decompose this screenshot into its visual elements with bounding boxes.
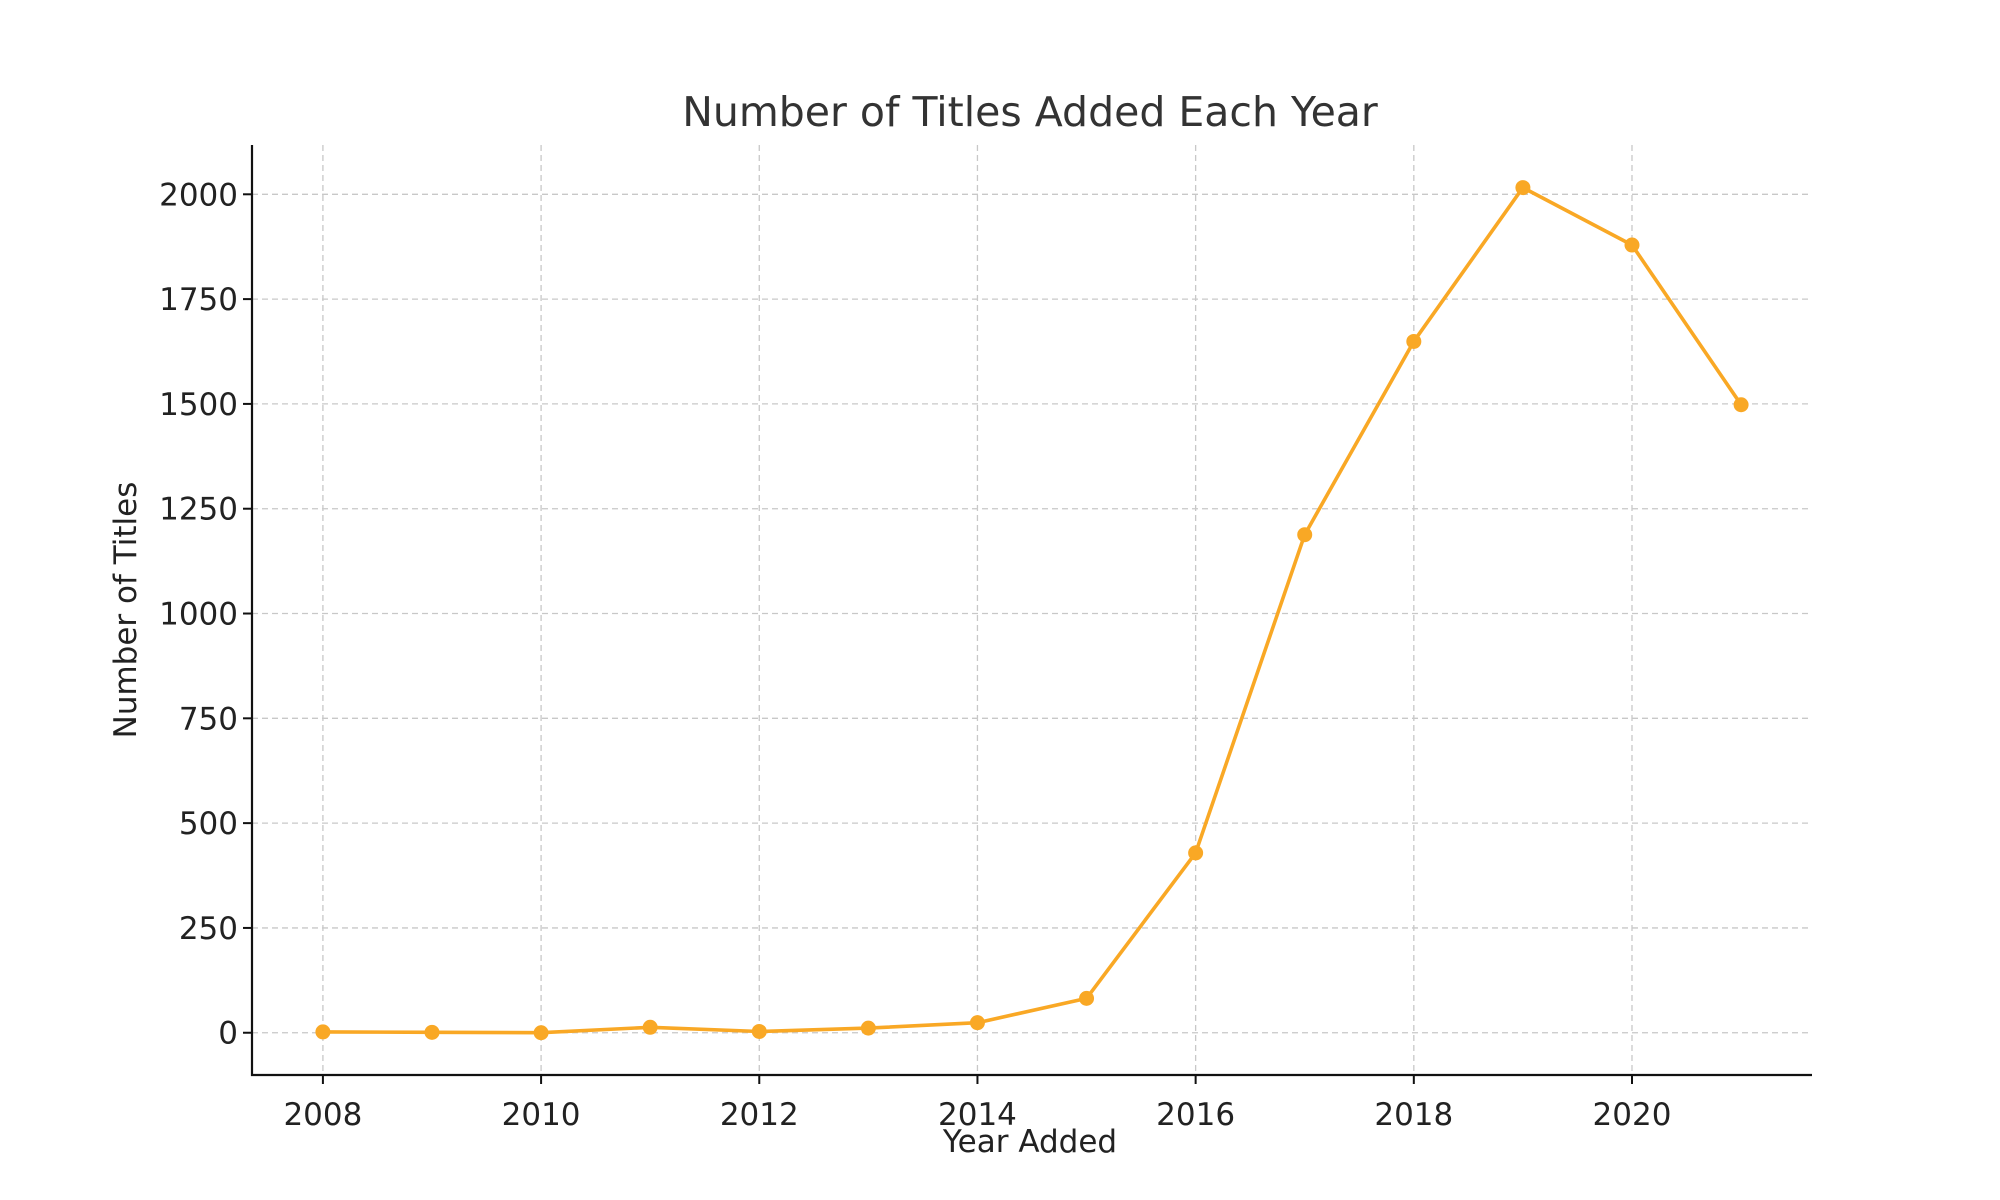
x-tick-label-2014: 2014 bbox=[938, 1097, 1017, 1133]
y-tick-label-750: 750 bbox=[179, 701, 238, 737]
axes-layer: 2008 2010 2012 2014 2016 2018 2020 0 250 500 750 10… bbox=[159, 145, 1812, 1133]
series-layer bbox=[315, 180, 1749, 1041]
data-point-2009 bbox=[424, 1024, 440, 1040]
axis-spines bbox=[250, 145, 1812, 1077]
data-point-2019 bbox=[1515, 180, 1531, 196]
data-point-2012 bbox=[751, 1023, 767, 1039]
series-line-0 bbox=[322, 185, 1743, 1035]
y-tick-label-1750: 1750 bbox=[159, 282, 238, 318]
x-tick-label-2020: 2020 bbox=[1593, 1097, 1672, 1133]
x-tick-label-2016: 2016 bbox=[1156, 1097, 1235, 1133]
y-tick-label-1000: 1000 bbox=[159, 597, 238, 633]
x-tick-label-2008: 2008 bbox=[283, 1097, 362, 1133]
data-point-2013 bbox=[860, 1020, 876, 1036]
data-point-2015 bbox=[1079, 990, 1095, 1006]
x-tick-label-2010: 2010 bbox=[502, 1097, 581, 1133]
data-point-2018 bbox=[1406, 333, 1422, 349]
x-axis-label: Year Added bbox=[942, 1124, 1117, 1160]
y-tick-label-1250: 1250 bbox=[159, 492, 238, 528]
data-point-2010 bbox=[533, 1025, 549, 1041]
data-point-2017 bbox=[1297, 527, 1313, 543]
data-point-2011 bbox=[642, 1019, 658, 1035]
y-tick-label-0: 0 bbox=[218, 1016, 238, 1052]
y-tick-label-2000: 2000 bbox=[159, 177, 238, 213]
chart-title: Number of Titles Added Each Year bbox=[682, 88, 1378, 136]
x-tick-label-2012: 2012 bbox=[720, 1097, 799, 1133]
data-point-2008 bbox=[315, 1024, 331, 1040]
y-tick-label-250: 250 bbox=[179, 911, 238, 947]
y-tick-label-1500: 1500 bbox=[159, 387, 238, 423]
y-axis-label: Number of Titles bbox=[108, 482, 144, 739]
grid-layer bbox=[252, 145, 1812, 1075]
data-point-2016 bbox=[1188, 845, 1204, 861]
y-tick-label-500: 500 bbox=[179, 806, 238, 842]
data-point-2021 bbox=[1733, 397, 1749, 413]
data-point-2020 bbox=[1624, 237, 1640, 253]
x-tick-label-2018: 2018 bbox=[1374, 1097, 1453, 1133]
data-point-2014 bbox=[969, 1015, 985, 1031]
